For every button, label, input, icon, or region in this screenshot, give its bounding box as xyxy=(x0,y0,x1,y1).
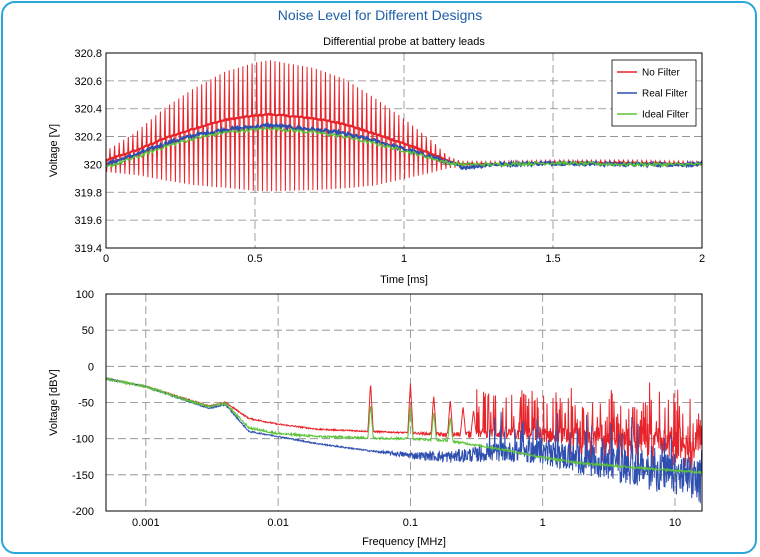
plot-lines xyxy=(106,60,702,192)
x-tick-label: 1 xyxy=(540,517,546,529)
figure-title: Noise Level for Different Designs xyxy=(277,7,483,23)
series-line-ideal-filter xyxy=(106,377,702,475)
x-tick-label: 0.5 xyxy=(247,253,262,265)
y-tick-label: -200 xyxy=(72,506,94,518)
x-tick-label: 2 xyxy=(699,253,705,265)
x-axis-label: Time [ms] xyxy=(380,274,428,286)
plot-border xyxy=(105,52,703,249)
x-tick-label: 0 xyxy=(103,253,109,265)
y-tick-label: 320.4 xyxy=(74,104,102,116)
y-tick-label: 319.6 xyxy=(74,215,102,227)
y-tick-label: 50 xyxy=(82,325,94,337)
x-tick-label: 0.001 xyxy=(132,517,160,529)
x-axis-label: Frequency [MHz] xyxy=(362,536,446,548)
x-tick-label: 0.01 xyxy=(267,517,288,529)
series-line-ideal-filter xyxy=(106,126,702,169)
y-tick-label: -150 xyxy=(72,470,94,482)
legend-entry: Real Filter xyxy=(642,89,688,100)
time-domain-chart: Differential probe at battery leads 319.4… xyxy=(48,36,705,286)
y-tick-label: 319.4 xyxy=(74,243,102,255)
y-tick-label: 320.2 xyxy=(74,132,102,144)
subplot-title: Differential probe at battery leads xyxy=(323,36,485,48)
y-tick-label: -100 xyxy=(72,434,94,446)
y-tick-label: 319.8 xyxy=(74,187,102,199)
y-tick-label: -50 xyxy=(78,398,94,410)
y-axis-label: Voltage [dBV] xyxy=(48,369,60,436)
x-tick-label: 10 xyxy=(669,517,681,529)
plot-lines xyxy=(106,377,702,504)
y-tick-label: 320.8 xyxy=(74,48,102,60)
x-tick-label: 1.5 xyxy=(545,253,560,265)
y-tick-label: 320.6 xyxy=(74,76,102,88)
x-tick-label: 1 xyxy=(401,253,407,265)
y-axis-label: Voltage [V] xyxy=(48,124,60,177)
y-tick-label: 100 xyxy=(76,289,94,301)
legend-entry: No Filter xyxy=(642,68,680,79)
plot-border xyxy=(105,293,703,512)
y-tick-label: 320 xyxy=(84,159,102,171)
frequency-domain-chart: -200 -150 -100 -50 0 50 100 0.001 0.01 0.1 1 10 Freq… xyxy=(48,289,703,548)
y-tick-label: 0 xyxy=(88,361,94,373)
legend-entry: Ideal Filter xyxy=(642,110,689,121)
x-tick-label: 0.1 xyxy=(403,517,418,529)
